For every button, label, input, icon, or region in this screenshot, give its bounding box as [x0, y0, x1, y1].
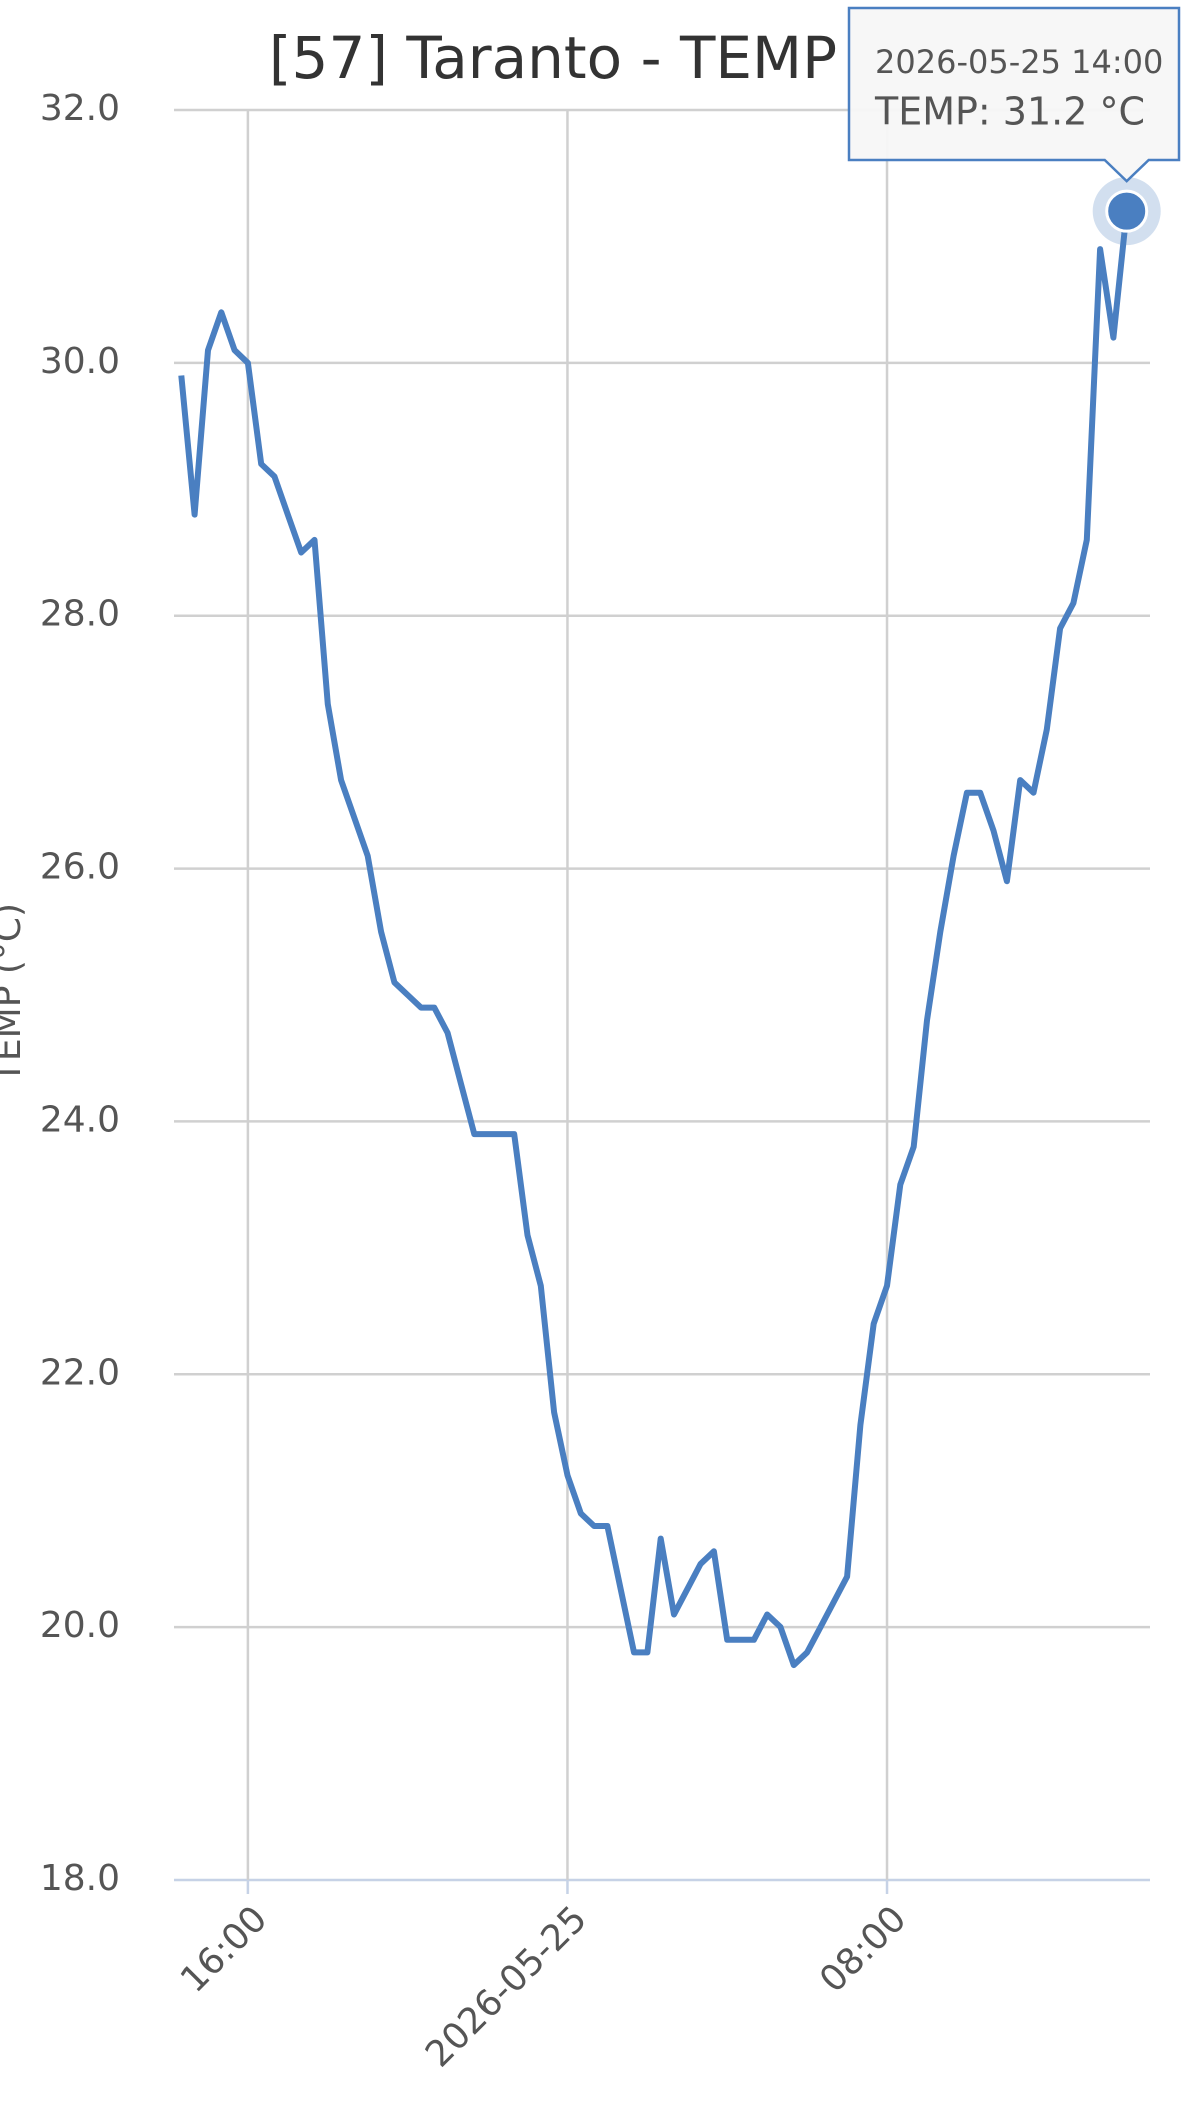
- y-axis-label: TEMP (°C): [0, 903, 29, 1084]
- hover-point: [1105, 189, 1149, 233]
- chart-title: [57] Taranto - TEMP: [269, 24, 837, 92]
- tooltip: 2026-05-25 14:00 TEMP: 31.2 °C: [847, 6, 1181, 183]
- y-tick-label: 32.0: [40, 88, 120, 129]
- y-tick-label: 20.0: [40, 1605, 120, 1646]
- tooltip-box: [847, 6, 1181, 183]
- y-tick-label: 26.0: [40, 847, 120, 888]
- tooltip-text: TEMP: 31.2 °C: [874, 90, 1145, 134]
- x-tick-label: 08:00: [812, 1898, 914, 2000]
- y-tick-label: 28.0: [40, 594, 120, 635]
- y-tick-label: 30.0: [40, 341, 120, 382]
- line-series: [178, 210, 1130, 1669]
- x-tick-label: 2026-05-25: [418, 1898, 595, 2075]
- y-tick-label: 24.0: [40, 1099, 120, 1140]
- y-tick-label: 18.0: [40, 1858, 120, 1899]
- x-tick-label: 16:00: [173, 1898, 275, 2000]
- y-tick-label: 22.0: [40, 1352, 120, 1393]
- tooltip-title: 2026-05-25 14:00: [875, 43, 1163, 81]
